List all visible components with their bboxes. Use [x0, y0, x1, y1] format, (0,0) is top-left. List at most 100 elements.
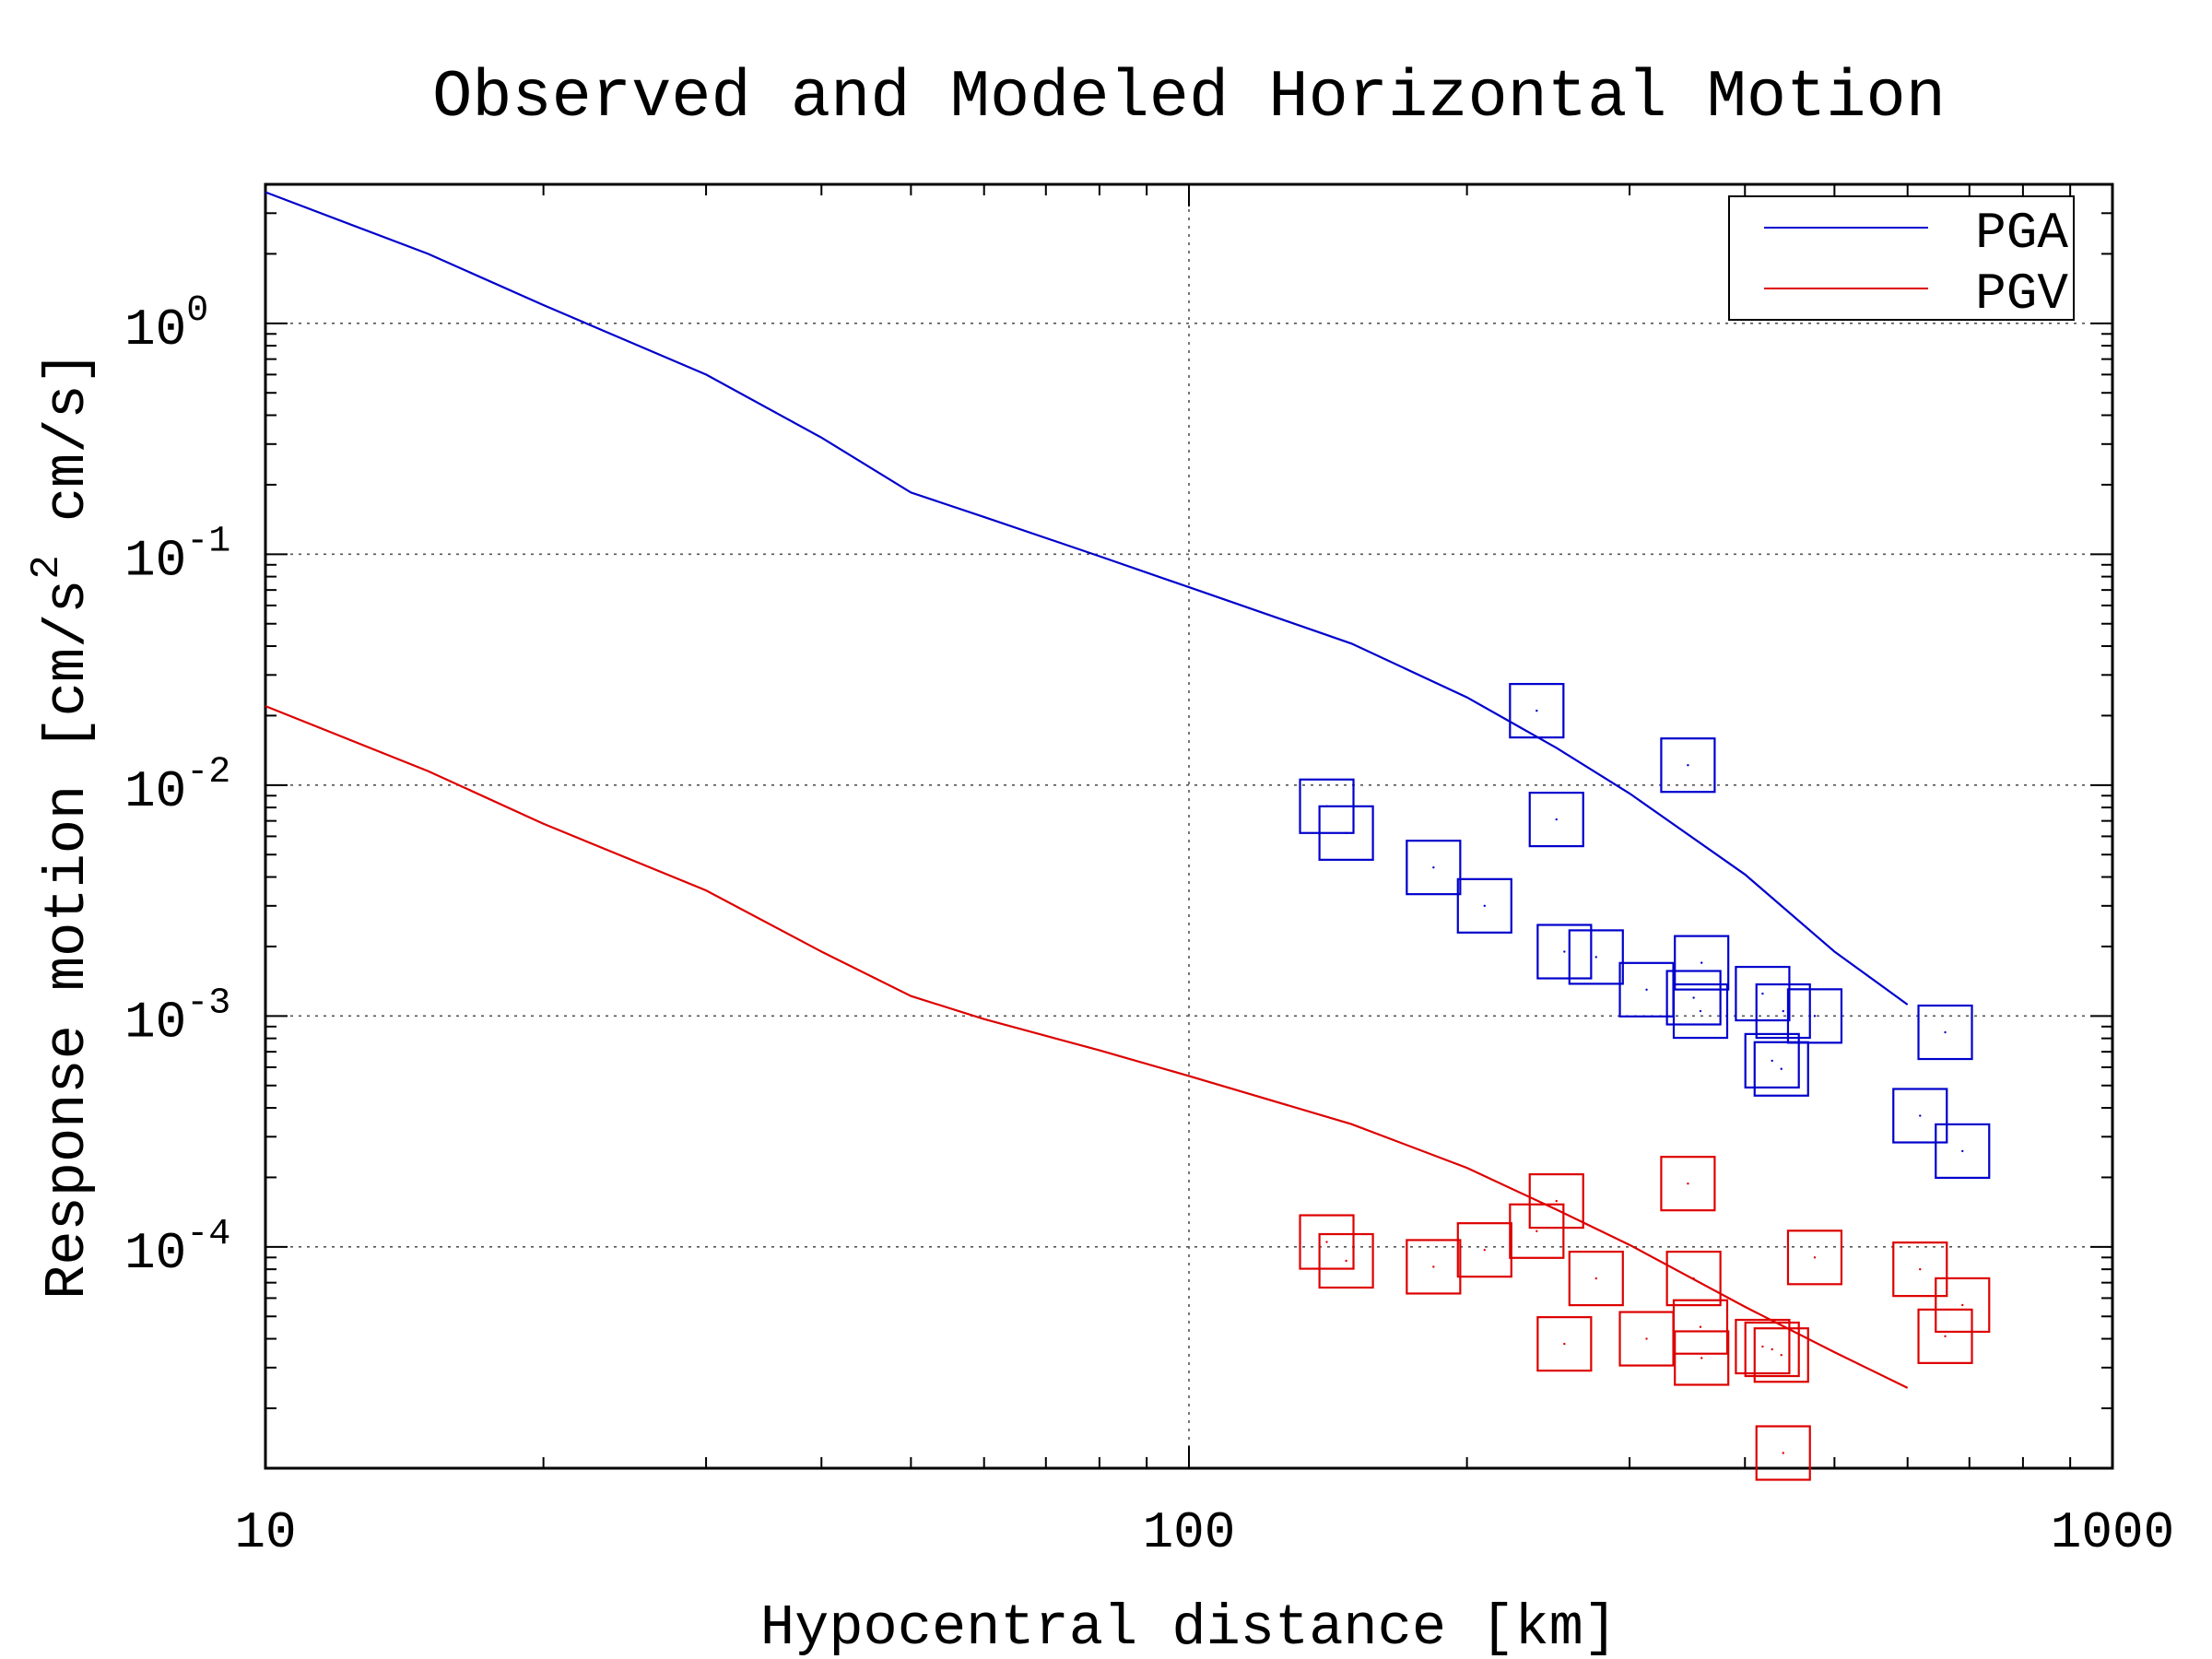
data-point-center: [1919, 1114, 1922, 1117]
x-axis-label: Hypocentral distance [km]: [760, 1595, 1618, 1659]
data-point-center: [1483, 904, 1486, 908]
chart-title: Observed and Modeled Horizontal Motion: [432, 60, 1946, 135]
data-point-marker: [1660, 737, 1716, 794]
data-point-marker: [1318, 805, 1374, 861]
data-point-marker: [1917, 1308, 1973, 1364]
data-point-marker: [1735, 1318, 1791, 1375]
series-line-pga: [265, 191, 1909, 1006]
data-point-marker: [1509, 683, 1565, 739]
data-point-center: [1432, 865, 1435, 869]
x-tick-label: 10: [234, 1503, 296, 1562]
data-point-marker: [1456, 877, 1512, 934]
data-point-center: [1483, 1248, 1486, 1252]
data-point-center: [1535, 1230, 1538, 1232]
data-point-marker: [1568, 929, 1624, 985]
data-point-center: [1761, 1345, 1764, 1348]
data-point-marker: [1318, 1232, 1374, 1289]
data-point-marker: [1892, 1088, 1948, 1144]
data-point-center: [1771, 1059, 1773, 1063]
data-point-center: [1700, 961, 1703, 964]
data-point-marker: [1755, 1425, 1811, 1481]
data-point-marker: [1568, 1250, 1624, 1307]
series-line-pgv: [265, 705, 1909, 1389]
data-point-center: [1782, 1452, 1784, 1454]
data-point-center: [1944, 1030, 1947, 1034]
data-point-marker: [1935, 1123, 1991, 1180]
data-point-center: [1345, 831, 1347, 835]
legend-label-pgv: PGV: [1975, 265, 2068, 324]
data-point-marker: [1735, 965, 1791, 1022]
y-axis-label-sup: 2: [24, 555, 70, 579]
data-point-center: [1771, 1347, 1773, 1351]
data-point-center: [1700, 1357, 1703, 1359]
y-tick-label: 10-1: [124, 521, 230, 590]
y-tick-label-base: 10: [124, 531, 186, 590]
data-point-center: [1692, 996, 1695, 999]
grid-lines: [265, 184, 2112, 1468]
x-tick-label: 1000: [2051, 1503, 2174, 1562]
data-point-center: [1325, 1241, 1328, 1243]
y-tick-label-exponent: -2: [186, 752, 230, 794]
data-point-center: [1699, 1325, 1702, 1328]
data-point-marker: [1406, 1239, 1462, 1295]
data-point-center: [1555, 1199, 1558, 1203]
y-axis-label-tail: cm/s]: [35, 350, 100, 522]
data-point-marker: [1672, 1299, 1729, 1355]
data-point-center: [1961, 1303, 1964, 1307]
data-point-center: [1594, 1277, 1597, 1280]
data-point-marker: [1509, 1203, 1565, 1259]
data-point-marker: [1744, 1321, 1800, 1378]
data-point-center: [1919, 1267, 1922, 1271]
data-point-center: [1594, 956, 1597, 959]
data-point-marker: [1744, 1032, 1800, 1089]
data-point-center: [1687, 764, 1689, 767]
data-point-center: [1780, 1354, 1783, 1357]
data-point-marker: [1299, 1214, 1355, 1270]
data-point-center: [1944, 1335, 1947, 1338]
data-point-marker: [1536, 1316, 1593, 1372]
y-axis-label: Response motion [cm/s2 cm/s]: [24, 350, 100, 1300]
data-point-marker: [1755, 982, 1811, 1040]
data-point-marker: [1665, 970, 1722, 1026]
y-tick-label-exponent: -3: [186, 982, 230, 1024]
y-tick-label-exponent: -4: [186, 1214, 230, 1255]
data-point-marker: [1786, 1230, 1843, 1286]
data-point-marker: [1753, 1041, 1809, 1097]
y-axis-label-main: Response motion [cm/s: [35, 580, 100, 1300]
data-point-center: [1432, 1265, 1435, 1268]
x-tick-label: 100: [1143, 1503, 1236, 1562]
legend-label-pga: PGA: [1975, 204, 2068, 263]
y-tick-label-base: 10: [124, 762, 186, 821]
y-tick-label: 10-3: [124, 982, 230, 1052]
y-tick-label-base: 10: [124, 300, 186, 359]
y-tick-label-base: 10: [124, 1224, 186, 1283]
legend: PGA PGV: [1728, 195, 2075, 324]
series-layer: [265, 191, 1991, 1481]
data-point-marker: [1674, 935, 1730, 991]
data-point-center: [1555, 818, 1558, 821]
data-point-center: [1961, 1149, 1964, 1153]
data-point-marker: [1528, 1172, 1584, 1230]
data-point-marker: [1917, 1004, 1973, 1061]
data-point-marker: [1672, 982, 1729, 1040]
data-point-center: [1645, 1337, 1648, 1340]
data-point-center: [1563, 950, 1566, 953]
data-point-center: [1692, 1277, 1695, 1280]
data-point-marker: [1753, 1327, 1809, 1383]
data-point-center: [1345, 1259, 1347, 1263]
data-point-marker: [1660, 1156, 1716, 1212]
data-point-marker: [1456, 1222, 1512, 1278]
x-tick-labels: 10 100 1000: [234, 1503, 2174, 1562]
data-point-marker: [1786, 988, 1843, 1044]
y-tick-label-exponent: -1: [186, 521, 230, 562]
data-point-center: [1563, 1342, 1566, 1346]
y-tick-label: 10-4: [124, 1214, 230, 1283]
data-point-center: [1780, 1067, 1783, 1070]
data-point-center: [1535, 709, 1538, 712]
data-point-center: [1782, 1009, 1784, 1013]
data-point-center: [1699, 1009, 1702, 1013]
data-point-marker: [1536, 924, 1593, 980]
data-point-marker: [1674, 1330, 1730, 1386]
y-tick-label: 10-2: [124, 752, 230, 821]
